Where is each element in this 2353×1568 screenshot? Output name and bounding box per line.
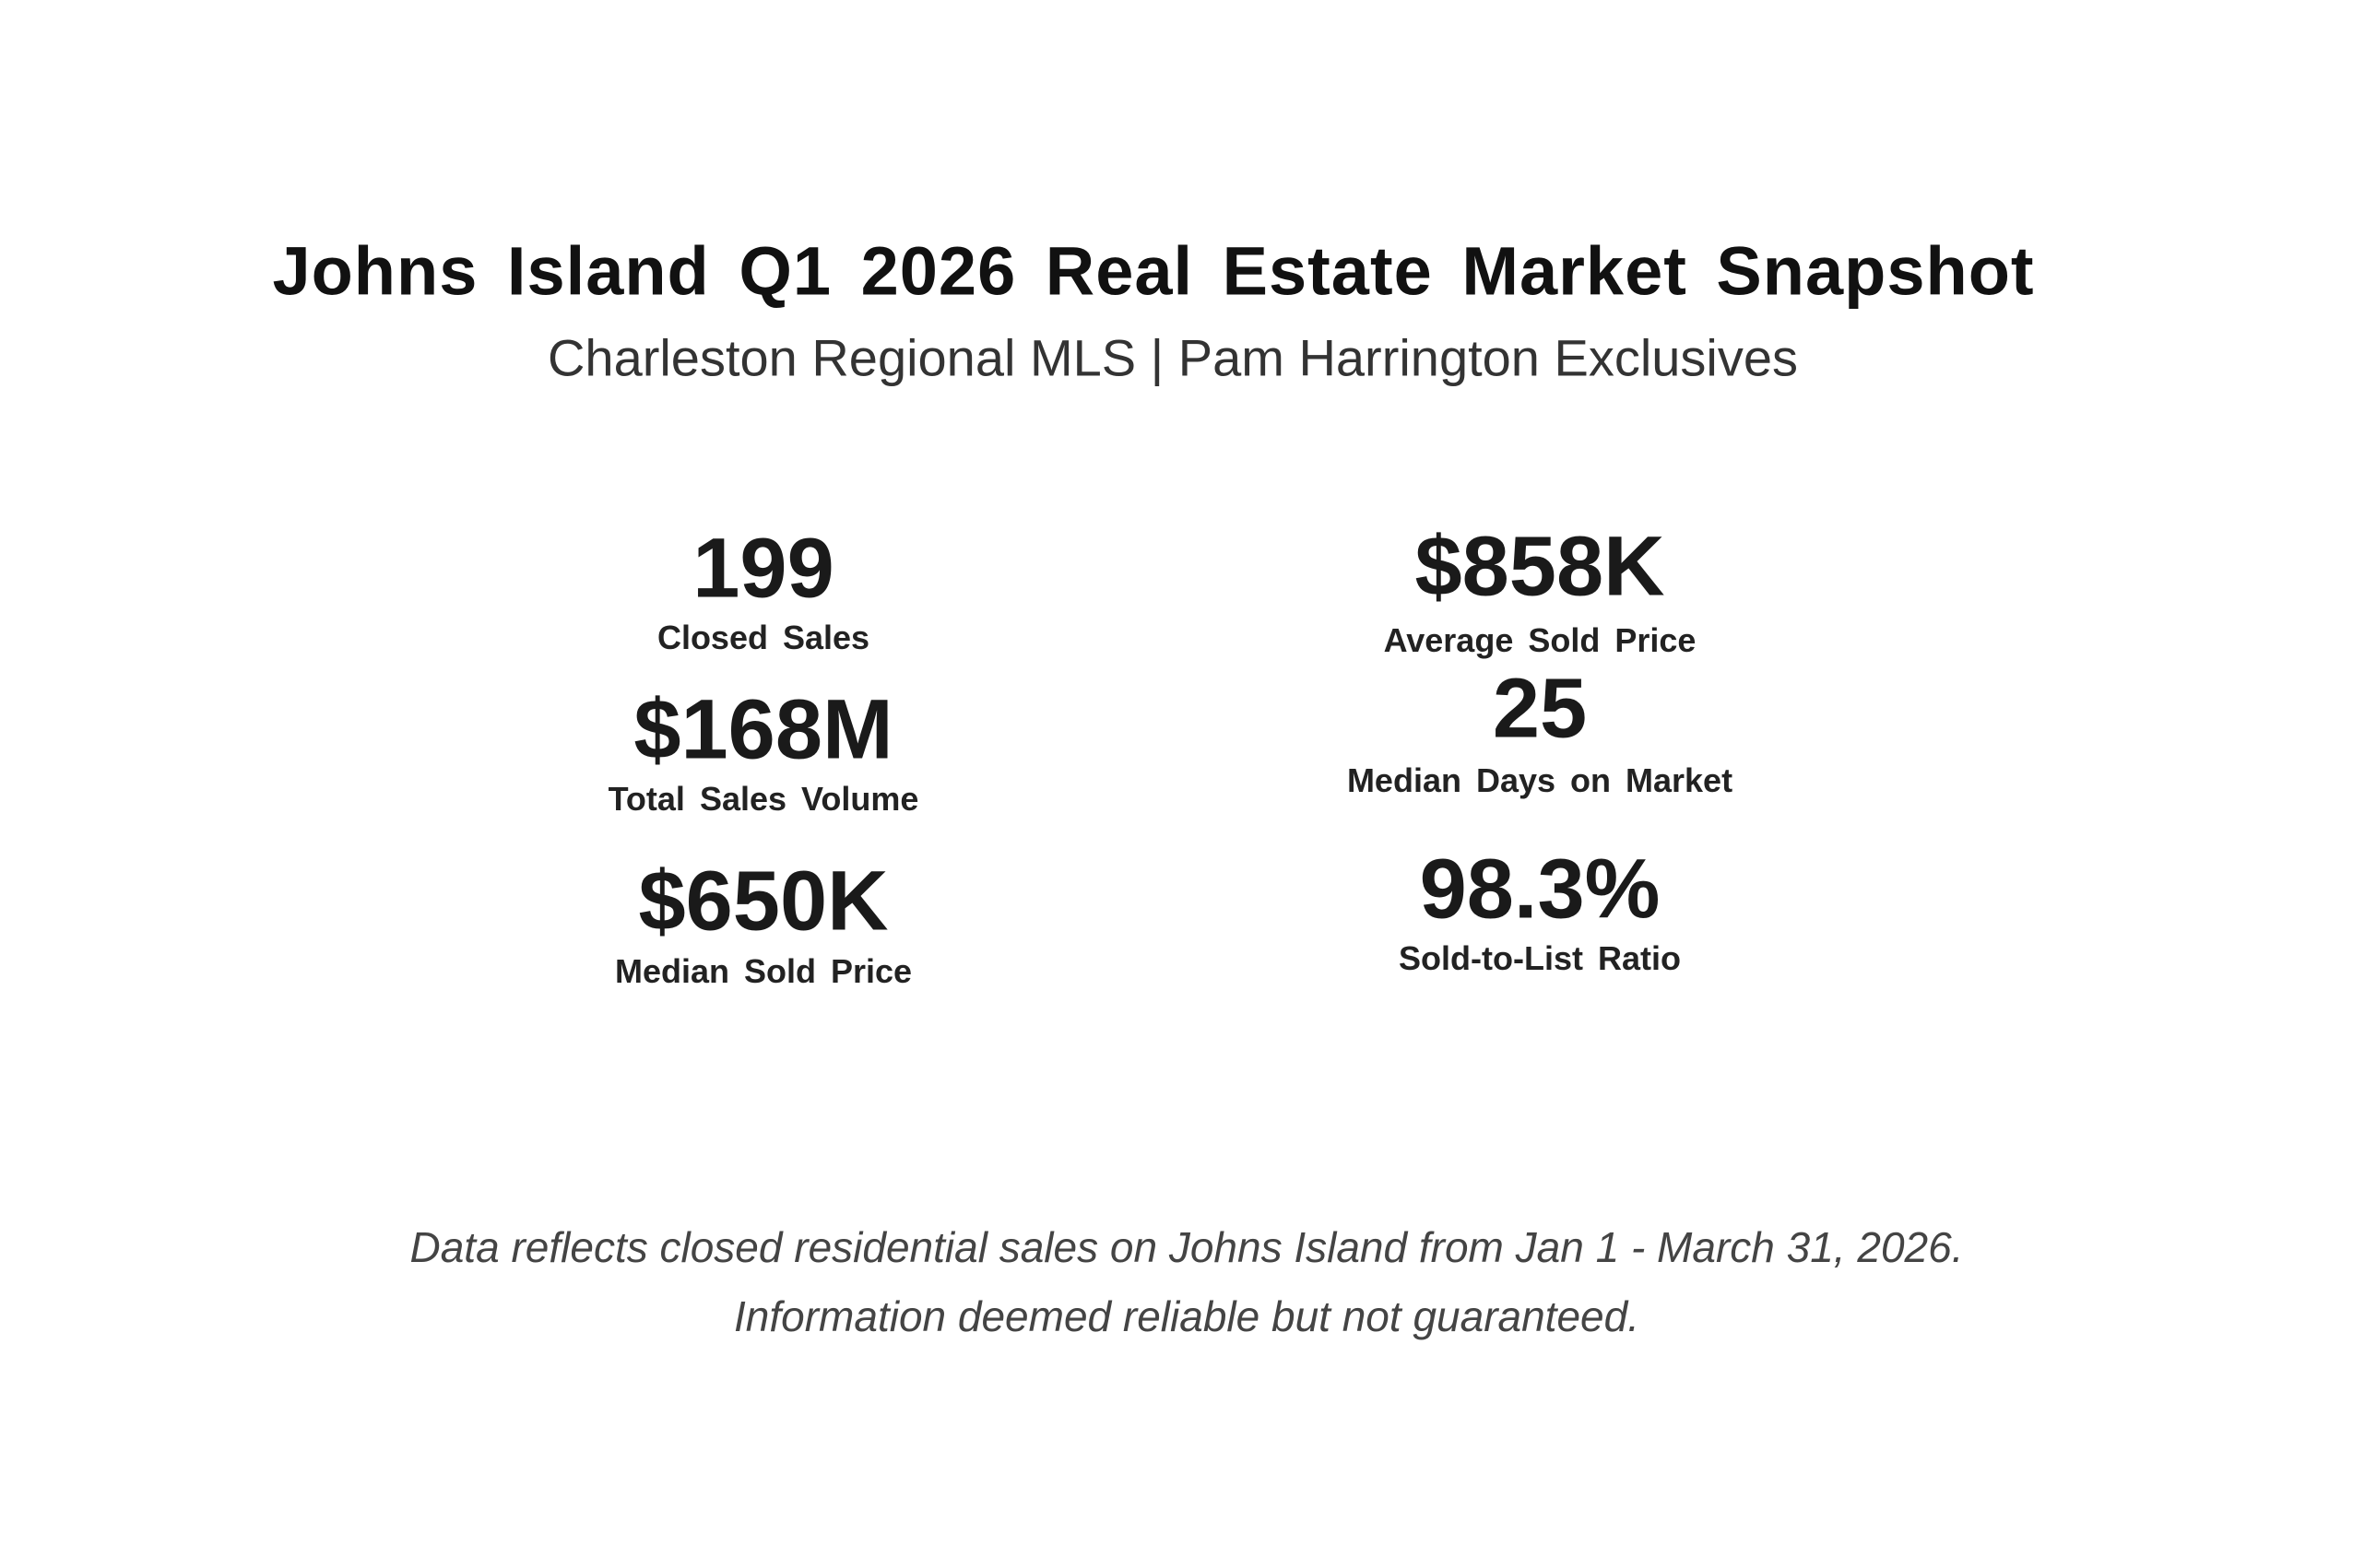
subtitle: Charleston Regional MLS | Pam Harrington… xyxy=(547,328,1799,387)
title: Johns Island Q1 2026 Real Estate Market … xyxy=(272,232,2035,310)
stat-label: Sold-to-List Ratio xyxy=(1399,939,1681,977)
stat-label: Average Sold Price xyxy=(1383,621,1697,659)
stat-value: 25 xyxy=(1492,661,1588,756)
footer-note: Information deemed reliable but not guar… xyxy=(734,1292,1639,1340)
stat-value: $858K xyxy=(1414,519,1665,614)
stat-value: $650K xyxy=(638,854,889,949)
footer-note: Data reflects closed residential sales o… xyxy=(409,1223,1964,1271)
stat-label: Median Days on Market xyxy=(1346,761,1733,799)
stat-label: Median Sold Price xyxy=(614,952,913,990)
stat-value: $168M xyxy=(633,682,893,777)
stat-value: 98.3% xyxy=(1419,842,1661,937)
stat-label: Closed Sales xyxy=(656,619,870,656)
stat-label: Total Sales Volume xyxy=(608,780,919,818)
stat-value: 199 xyxy=(692,521,834,616)
